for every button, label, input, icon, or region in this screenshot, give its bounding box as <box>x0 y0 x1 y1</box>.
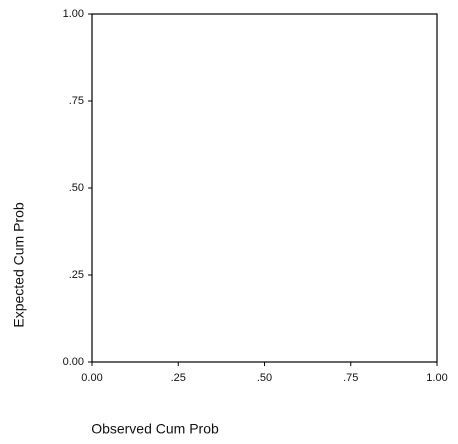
x-axis-title: Observed Cum Prob <box>91 421 219 437</box>
x-tick-label: .25 <box>171 372 186 384</box>
x-tick-label: 0.00 <box>81 372 102 384</box>
x-tick-label: 1.00 <box>426 372 447 384</box>
plot-frame <box>91 13 438 363</box>
y-tick-label: 1.00 <box>63 8 84 20</box>
y-tick-label: .50 <box>69 182 84 194</box>
x-tick-label: .75 <box>343 372 358 384</box>
y-tick-label: .75 <box>69 95 84 107</box>
x-tick-label: .50 <box>257 372 272 384</box>
y-tick-label: 0.00 <box>63 356 84 368</box>
y-axis-title: Expected Cum Prob <box>11 202 27 327</box>
y-tick-label: .25 <box>69 269 84 281</box>
